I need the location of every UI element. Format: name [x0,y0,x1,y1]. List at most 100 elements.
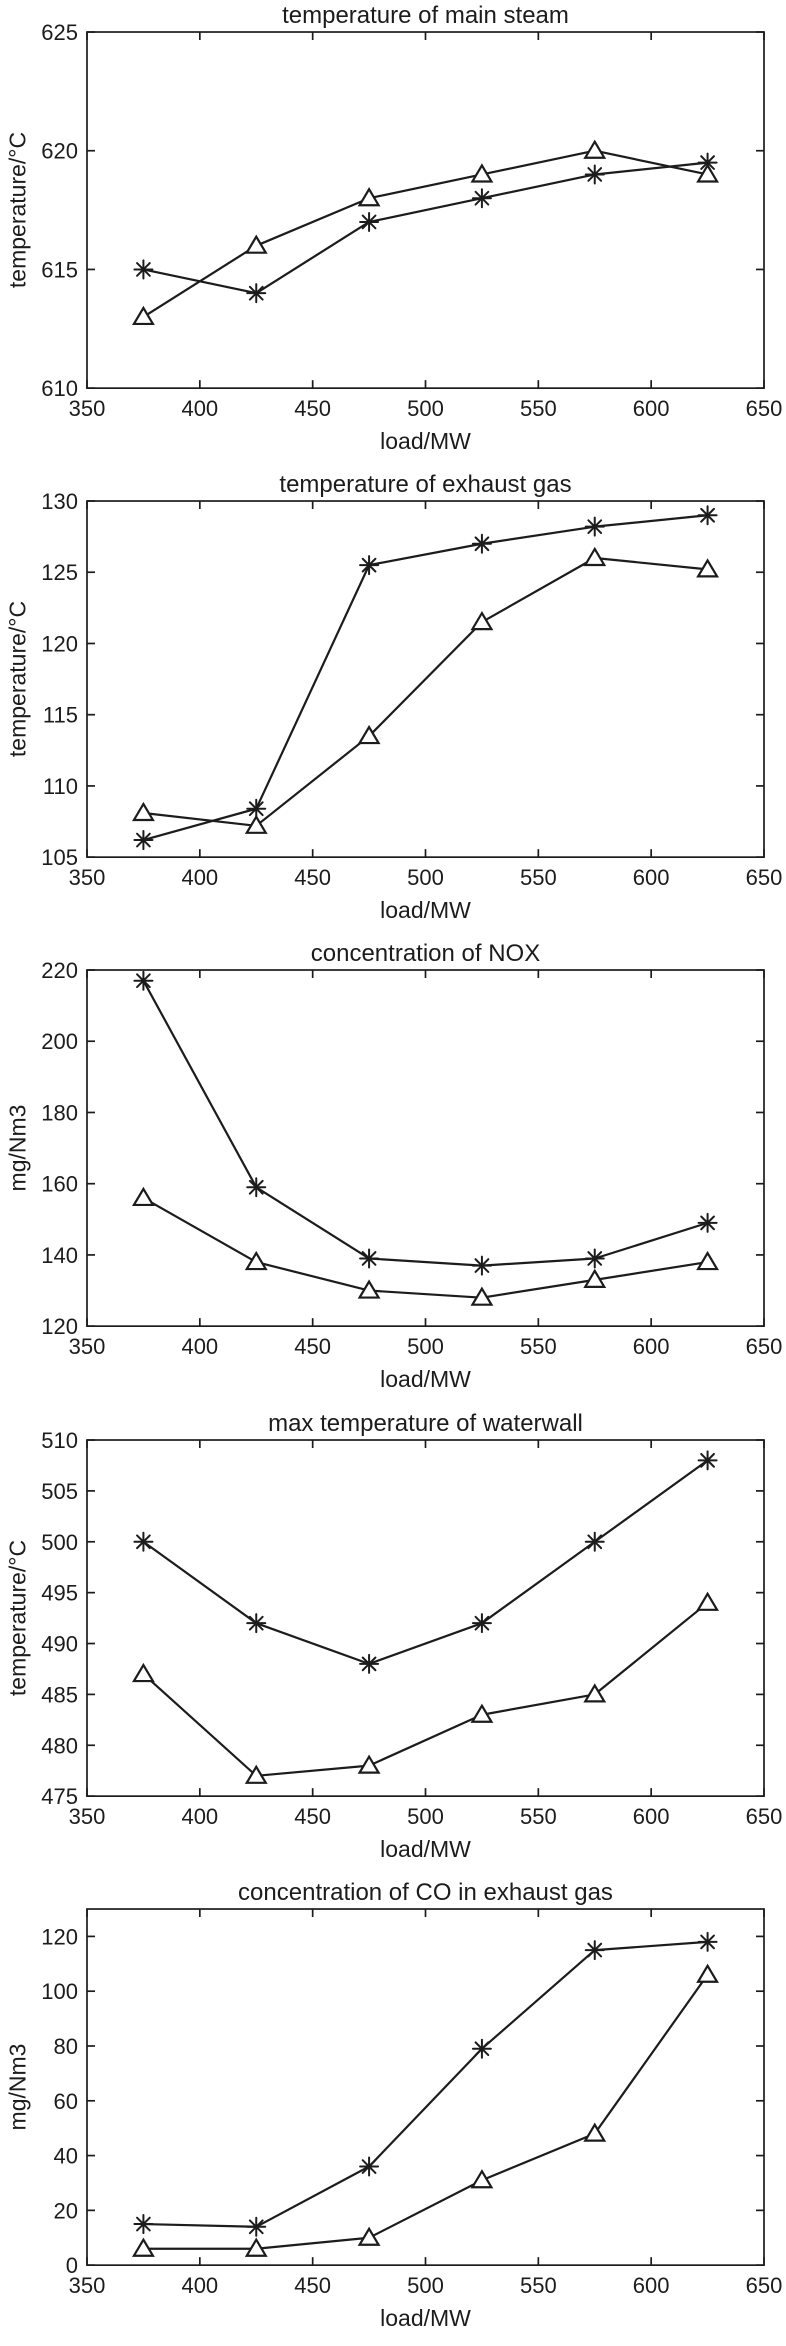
x-tick-label: 600 [633,1804,670,1829]
chart-title: temperature of main steam [282,2,569,29]
x-tick-label: 350 [69,865,106,890]
x-tick-label: 350 [69,1335,106,1360]
series-line-asterisk [142,1459,709,1665]
asterisk-marker [361,1656,377,1671]
asterisk-marker [587,1533,603,1549]
series-line-triangle [143,1973,709,2250]
triangle-marker [696,558,720,578]
y-tick-label: 120 [41,1924,78,1949]
asterisk-marker [136,1533,151,1549]
asterisk-marker [361,214,377,230]
asterisk-marker [474,2041,490,2056]
y-tick-label: 130 [41,489,78,514]
asterisk-marker [248,2219,264,2234]
y-tick-label: 180 [41,1101,78,1126]
y-tick-label: 120 [41,1315,78,1340]
triangle-marker [470,163,494,183]
x-axis-label: load/MW [380,2304,471,2331]
y-tick-label: 490 [41,1631,78,1656]
triangle-marker [696,163,720,183]
triangle-marker [131,305,155,326]
x-tick-label: 500 [407,396,444,421]
asterisk-marker [474,1258,490,1274]
x-tick-label: 600 [633,865,670,890]
x-tick-label: 400 [181,865,218,890]
x-axis-label: load/MW [380,1835,471,1862]
x-axis-label: load/MW [380,428,471,454]
asterisk-marker [587,519,603,535]
x-tick-label: 550 [520,865,557,890]
chart-concentration-of-nox: 350 400 450 500 550 600 650 120 140 160 180 200 220 … [0,938,786,1407]
chart-title: concentration of NOX [310,940,541,968]
triangle-marker [583,139,607,159]
asterisk-marker [136,832,151,848]
triangle-marker [583,1269,607,1289]
triangle-marker [131,2237,155,2257]
y-tick-label: 475 [41,1784,78,1809]
x-tick-label: 450 [294,1804,331,1829]
y-tick-label: 200 [41,1030,78,1055]
asterisk-marker [136,262,151,277]
asterisk-marker [700,1215,715,1231]
x-tick-label: 400 [181,1335,218,1360]
x-tick-label: 550 [520,1804,557,1829]
x-tick-label: 650 [746,865,783,890]
series-line-triangle [142,1197,708,1300]
asterisk-marker [587,1251,603,1267]
asterisk-marker [248,285,264,301]
plot-area-nox: 350 400 450 500 550 600 650 120 140 160 180 200 220 [41,958,782,1360]
asterisk-marker [361,1251,377,1267]
triangle-marker [357,1279,381,1300]
triangle-marker [357,187,381,207]
triangle-marker [696,1591,720,1611]
triangle-marker [244,814,268,835]
y-tick-label: 20 [54,2198,78,2223]
y-axis-label: temperature/°C [4,601,31,758]
y-tick-label: 625 [41,20,78,45]
triangle-marker [470,611,494,631]
x-tick-label: 350 [69,2273,106,2298]
triangle-marker [470,2168,494,2189]
x-tick-label: 400 [181,1804,218,1829]
series-line-triangle [142,149,708,318]
x-axis-label: load/MW [380,897,471,924]
triangle-marker [470,1286,494,1307]
x-tick-label: 400 [181,2273,218,2298]
y-tick-label: 615 [41,257,78,282]
y-tick-label: 610 [41,376,78,401]
y-tick-label: 220 [41,958,78,983]
triangle-marker [583,2122,607,2142]
asterisk-marker [136,2216,151,2232]
chart-max-temperature-of-waterwall: 350 400 450 500 550 600 650 475 480 485 490 495 500 5… [0,1408,786,1877]
y-tick-label: 485 [41,1682,78,1707]
asterisk-marker [248,801,264,817]
series-line-asterisk [142,980,708,1268]
y-tick-label: 40 [54,2143,78,2168]
axes-box [86,969,765,1328]
x-tick-label: 500 [407,2273,444,2298]
triangle-marker [244,1251,268,1271]
series-line-triangle [142,1601,709,1777]
x-tick-label: 450 [294,2273,331,2298]
asterisk-marker [587,167,603,182]
triangle-marker [357,725,381,745]
triangle-marker [357,2226,381,2246]
plot-area-main-steam: 350 400 450 500 550 600 650 610 615 620 625 [41,20,782,421]
x-tick-label: 550 [520,1335,557,1360]
triangle-marker [131,1662,155,1682]
y-tick-label: 140 [41,1243,78,1268]
asterisk-marker [700,1934,715,1950]
x-axis-label: load/MW [380,1366,471,1393]
y-tick-label: 480 [41,1733,78,1758]
x-tick-label: 500 [407,1335,444,1360]
x-tick-label: 400 [181,396,218,421]
plot-area-waterwall: 350 400 450 500 550 600 650 475 480 485 490 495 500 5… [41,1428,782,1829]
y-tick-label: 80 [54,2034,78,2059]
triangle-marker [696,1251,720,1271]
series-line-asterisk [143,161,708,295]
chart-title: max temperature of waterwall [268,1409,583,1437]
asterisk-marker [248,1615,264,1631]
asterisk-marker [361,557,377,573]
x-tick-label: 450 [294,1335,331,1360]
